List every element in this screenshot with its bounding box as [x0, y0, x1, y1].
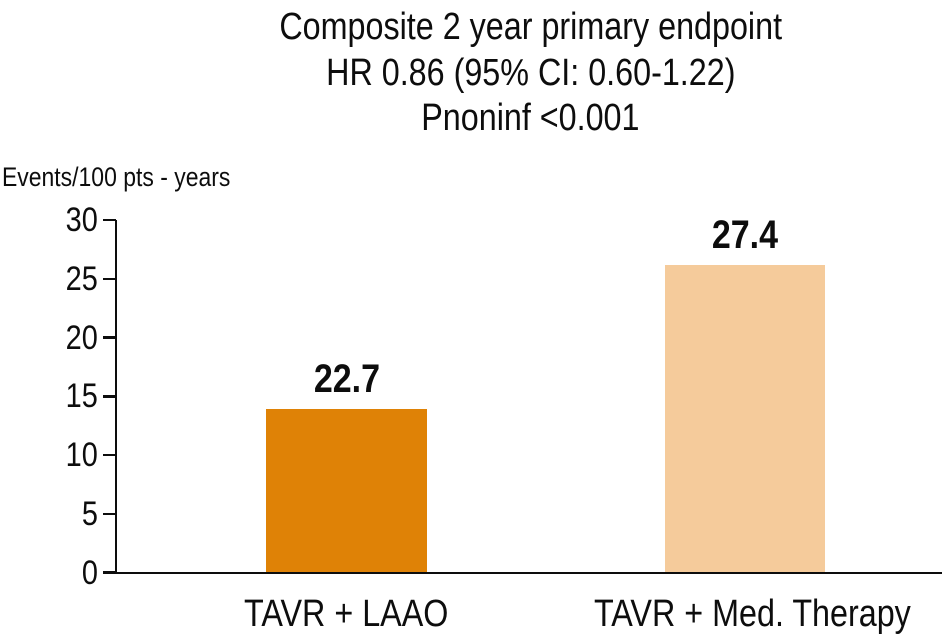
category-label-tavr-laao-text: TAVR + LAAO [244, 593, 449, 635]
value-label-tavr-med-therapy-text: 27.4 [711, 213, 779, 258]
x-axis-line [114, 571, 942, 574]
y-tick-label: 20 [28, 321, 98, 355]
y-axis-title-text: Events/100 pts - years [2, 162, 231, 192]
y-tick-mark [103, 571, 116, 574]
chart-title: Composite 2 year primary endpoint HR 0.8… [117, 5, 944, 142]
title-line-1: Composite 2 year primary endpoint [117, 5, 944, 51]
bar-tavr-laao [266, 408, 427, 572]
y-tick-label: 0 [28, 556, 98, 590]
y-tick-label-text: 20 [65, 318, 98, 357]
y-tick-label-text: 25 [65, 259, 98, 298]
y-tick-label-text: 0 [81, 553, 98, 592]
category-label-tavr-med-therapy-text: TAVR + Med. Therapy [593, 593, 911, 635]
y-tick-label: 30 [28, 203, 98, 237]
y-tick-mark [103, 218, 116, 222]
title-line-2-text: HR 0.86 (95% CI: 0.60-1.22) [325, 51, 736, 94]
value-label-tavr-med-therapy: 27.4 [665, 215, 825, 255]
category-label-tavr-med-therapy: TAVR + Med. Therapy [566, 592, 924, 636]
y-tick-mark [103, 512, 116, 515]
y-tick-mark [103, 395, 116, 398]
y-tick-label-text: 10 [65, 436, 98, 474]
title-line-3-text: Pnoninf <0.001 [421, 97, 640, 139]
y-tick-mark [103, 277, 116, 280]
y-tick-label-text: 5 [81, 494, 98, 533]
y-tick-label: 25 [28, 262, 98, 296]
category-label-tavr-laao: TAVR + LAAO [168, 592, 526, 636]
y-tick-label: 10 [28, 438, 98, 472]
y-tick-mark [103, 453, 116, 457]
title-line-2: HR 0.86 (95% CI: 0.60-1.22) [117, 51, 944, 97]
y-tick-mark [103, 336, 116, 339]
title-line-1-text: Composite 2 year primary endpoint [279, 6, 782, 48]
y-tick-label: 5 [28, 497, 98, 531]
y-tick-label: 15 [28, 379, 98, 413]
title-line-3: Pnoninf <0.001 [117, 96, 944, 142]
y-axis-title: Events/100 pts - years [2, 162, 271, 192]
value-label-tavr-laao: 22.7 [266, 359, 427, 399]
y-tick-label-text: 30 [65, 201, 98, 239]
y-tick-label-text: 15 [65, 377, 98, 416]
value-label-tavr-laao-text: 22.7 [313, 356, 380, 401]
bar-tavr-med-therapy [665, 265, 825, 572]
